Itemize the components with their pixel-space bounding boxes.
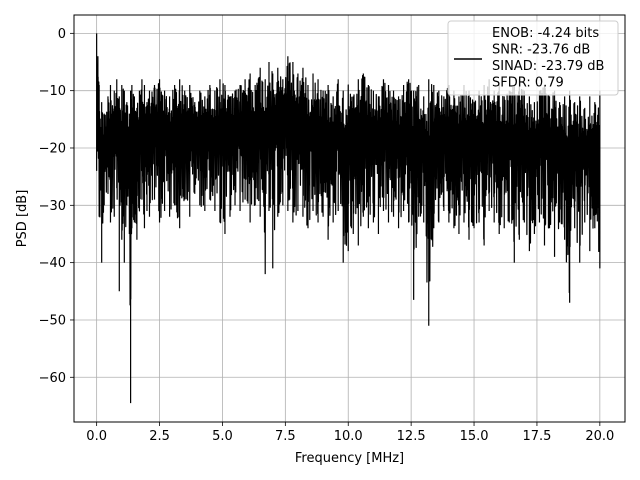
x-tick-label: 10.0: [334, 429, 363, 444]
x-axis-ticks: 0.0 2.5 5.0 7.5 10.0 12.5 15.0 17.5 20.0: [86, 422, 614, 444]
y-tick-label: −60: [39, 371, 66, 386]
legend-entry: SFDR: 0.79: [492, 76, 564, 91]
x-tick-label: 15.0: [460, 429, 489, 444]
y-tick-label: −50: [39, 313, 66, 328]
x-tick-label: 17.5: [522, 429, 551, 444]
x-tick-label: 12.5: [397, 429, 426, 444]
x-tick-label: 5.0: [212, 429, 233, 444]
legend-entry: SINAD: -23.79 dB: [492, 59, 604, 74]
x-tick-label: 2.5: [149, 429, 170, 444]
axes-frame: [73, 14, 626, 423]
y-tick-label: −10: [39, 84, 66, 99]
legend-entry: ENOB: -4.24 bits: [492, 26, 599, 41]
y-tick-label: −40: [39, 256, 66, 271]
psd-series-line: [96, 33, 601, 404]
plot-area: [96, 33, 601, 404]
x-tick-label: 7.5: [275, 429, 296, 444]
legend-entry: SNR: -23.76 dB: [492, 43, 590, 58]
y-tick-label: 0: [58, 27, 66, 42]
x-tick-label: 0.0: [86, 429, 107, 444]
y-tick-label: −30: [39, 199, 66, 214]
x-tick-label: 20.0: [585, 429, 614, 444]
x-axis-label: Frequency [MHz]: [295, 451, 404, 466]
y-axis-label: PSD [dB]: [15, 190, 30, 248]
y-tick-label: −20: [39, 141, 66, 156]
y-axis-ticks: 0 −10 −20 −30 −40 −50 −60: [39, 27, 74, 386]
legend-box: [447, 20, 619, 96]
